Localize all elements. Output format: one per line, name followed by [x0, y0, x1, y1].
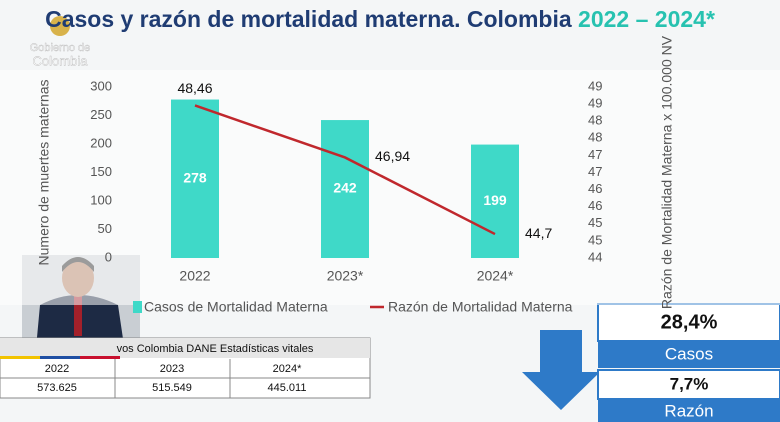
logo-text: Colombia	[33, 53, 89, 68]
y2-tick-label: 48	[588, 113, 602, 128]
bar	[471, 144, 519, 258]
line-value-label: 46,94	[375, 148, 410, 164]
legend-label: Casos de Mortalidad Materna	[144, 299, 328, 315]
table-cell: 515.549	[152, 382, 192, 394]
summary-label: Casos	[665, 344, 713, 363]
y2-tick-label: 45	[588, 215, 602, 230]
bar-value-label: 242	[333, 180, 357, 196]
flag-stripe	[40, 356, 80, 359]
presenter-tie	[74, 296, 82, 336]
down-arrow	[522, 330, 600, 410]
y2-tick-label: 47	[588, 164, 602, 179]
table-header-cell: 2023	[160, 363, 184, 375]
title-main: Casos y razón de mortalidad materna. Col…	[45, 6, 572, 32]
y2-tick-label: 47	[588, 147, 602, 162]
y-tick-label: 300	[90, 78, 112, 93]
x-tick-label: 2024*	[477, 268, 514, 284]
bar	[321, 120, 369, 258]
table-title: vos Colombia DANE Estadísticas vitales	[117, 343, 314, 355]
summary-value: 7,7%	[670, 374, 709, 393]
logo-emblem	[50, 16, 70, 36]
bar	[171, 99, 219, 258]
table-header-cell: 2022	[45, 363, 69, 375]
y-tick-label: 200	[90, 135, 112, 150]
summary-label: Razón	[664, 401, 713, 420]
logo-text: Gobierno de	[30, 42, 91, 54]
summary-label-box	[598, 399, 780, 422]
bar-value-label: 278	[183, 169, 207, 185]
y-tick-label: 250	[90, 107, 112, 122]
line-value-label: 48,46	[177, 80, 212, 96]
summary-value: 28,4%	[661, 311, 718, 333]
title-years: 2022 – 2024*	[578, 6, 715, 32]
legend-label: Razón de Mortalidad Materna	[388, 299, 573, 315]
bar-value-label: 199	[483, 192, 507, 208]
summary-box	[597, 369, 780, 400]
y2-tick-label: 48	[588, 130, 602, 145]
table-cell: 445.011	[268, 382, 307, 394]
table-header	[0, 338, 370, 358]
y-tick-label: 100	[90, 192, 112, 207]
y2-tick-label: 46	[588, 198, 602, 213]
y-axis-title: Numero de muertes maternas	[36, 80, 52, 266]
flag-stripe	[0, 356, 40, 359]
chart-title: Casos y razón de mortalidad materna. Col…	[40, 4, 720, 34]
plot-background	[0, 70, 780, 305]
y2-tick-label: 44	[588, 249, 602, 264]
y2-tick-label: 46	[588, 181, 602, 196]
line	[194, 104, 496, 236]
y2-tick-label: 49	[588, 96, 602, 111]
y2-tick-label: 49	[588, 78, 602, 93]
flag-stripe	[80, 356, 120, 359]
y2-axis-title: Razón de Mortalidad Materna x 100.000 NV	[659, 35, 675, 309]
legend-swatch	[133, 301, 142, 313]
x-tick-label: 2022	[179, 268, 210, 284]
y-tick-label: 150	[90, 164, 112, 179]
y2-tick-label: 45	[588, 232, 602, 247]
line-value-label: 44,7	[525, 225, 552, 241]
table-cell: 573.625	[37, 382, 77, 394]
y-tick-label: 0	[105, 249, 112, 264]
summary-label-box	[598, 341, 780, 368]
y-tick-label: 50	[98, 221, 112, 236]
x-tick-label: 2023*	[327, 268, 364, 284]
table-header-cell: 2024*	[273, 363, 302, 375]
